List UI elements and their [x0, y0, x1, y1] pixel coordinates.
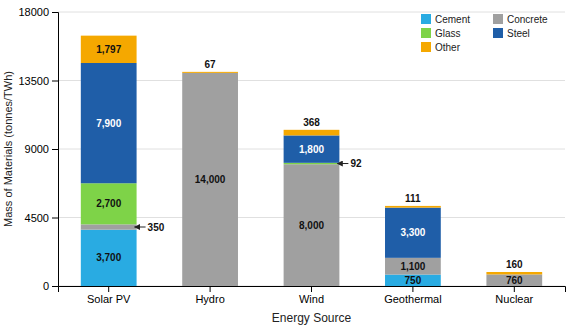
bar-segment	[81, 63, 137, 183]
y-axis-title: Mass of Materials (tonnes/TWh)	[2, 71, 14, 227]
tick: 4500	[25, 212, 58, 224]
tick-label: 0	[43, 280, 49, 292]
tick: Hydro	[195, 286, 224, 305]
grid-line	[58, 12, 565, 13]
tick-mark	[514, 286, 515, 292]
legend-item: Glass	[421, 28, 461, 39]
axis-line	[52, 13, 59, 287]
tick-mark	[108, 286, 109, 292]
legend-label: Steel	[507, 28, 530, 39]
tick: 18000	[18, 6, 58, 18]
data-label: 111	[405, 193, 421, 204]
bar-segment	[81, 36, 137, 63]
legend-item: Concrete	[493, 14, 548, 25]
data-label: 67	[205, 59, 217, 70]
bar-segment	[284, 135, 340, 162]
tick-label: 9000	[25, 143, 49, 155]
leader-line	[337, 163, 348, 164]
data-label: 3,300	[400, 227, 425, 238]
data-label: 350	[148, 222, 165, 233]
tick-label: Nuclear	[495, 293, 533, 305]
legend-label: Glass	[435, 28, 461, 39]
legend: Cement Concrete Glass Steel Other	[421, 14, 548, 53]
tick-mark	[210, 286, 211, 292]
leader-line	[135, 227, 146, 228]
data-label: 7,900	[96, 118, 121, 129]
tick: Geothermal	[384, 286, 441, 305]
axis-line	[59, 287, 566, 293]
legend-label: Cement	[435, 14, 470, 25]
legend-item: Steel	[493, 28, 530, 39]
tick: 13500	[18, 75, 58, 87]
tick-label: Wind	[299, 293, 324, 305]
bar-segment	[182, 72, 238, 73]
x-axis: Solar PV Hydro Wind Geothermal Nuclear	[59, 286, 566, 305]
data-label: 1,797	[96, 44, 121, 55]
tick: Nuclear	[495, 286, 533, 305]
tick: 9000	[25, 143, 58, 155]
data-label: 160	[506, 259, 523, 270]
bar-segment	[81, 230, 137, 286]
data-label: 1,800	[299, 144, 324, 155]
legend-swatch	[493, 14, 503, 24]
bar-segment	[284, 130, 340, 136]
data-label: 92	[350, 158, 362, 169]
legend-swatch	[421, 14, 431, 24]
data-label: 2,700	[96, 198, 121, 209]
tick-label: Geothermal	[384, 293, 441, 305]
legend-label: Concrete	[507, 14, 548, 25]
data-label: 760	[506, 275, 523, 286]
tick-label: 4500	[25, 212, 49, 224]
tick-mark	[52, 218, 58, 219]
tick-mark	[52, 81, 58, 82]
bar-segment	[182, 72, 238, 73]
tick-label: 18000	[18, 6, 49, 18]
bar-segment	[284, 163, 340, 164]
data-label: 750	[405, 275, 422, 286]
legend-item: Other	[421, 42, 461, 53]
data-label: 1,100	[400, 261, 425, 272]
data-label: 14,000	[195, 174, 226, 185]
legend-item: Cement	[421, 14, 470, 25]
bar-segment	[385, 258, 441, 275]
bar-segment	[385, 275, 441, 286]
bar-segment	[385, 208, 441, 258]
tick-label: Solar PV	[87, 293, 131, 305]
tick: Wind	[299, 286, 324, 305]
tick-mark	[52, 286, 58, 287]
tick-mark	[52, 149, 58, 150]
data-labels: 3,700 750 350 14,000 8,000 1,100 760 2,700 92 7,9…	[96, 44, 523, 286]
bar-segment	[385, 206, 441, 208]
bar-segment	[486, 274, 542, 286]
x-axis-title: Energy Source	[272, 311, 352, 325]
bar-segment	[81, 183, 137, 224]
tick: Solar PV	[87, 286, 131, 305]
tick: 0	[43, 280, 58, 292]
y-axis: 0 4500 9000 13500 18000	[18, 6, 58, 292]
bars	[81, 36, 542, 286]
chart: 0 4500 9000 13500 18000 Solar PV Hydro Wind Geot…	[0, 0, 577, 328]
data-label: 368	[303, 117, 320, 128]
legend-swatch	[421, 28, 431, 38]
legend-swatch	[421, 42, 431, 52]
legend-label: Other	[435, 42, 461, 53]
data-label: 8,000	[299, 220, 324, 231]
bar-segment	[81, 224, 137, 229]
bar-segment	[284, 164, 340, 286]
grid	[58, 12, 565, 286]
tick-mark	[52, 12, 58, 13]
tick-label: 13500	[18, 75, 49, 87]
legend-swatch	[493, 28, 503, 38]
data-label: 3,700	[96, 252, 121, 263]
bar-segment	[182, 72, 238, 73]
tick-label: Hydro	[195, 293, 224, 305]
tick-mark	[311, 286, 312, 292]
tick-mark	[412, 286, 413, 292]
plot: 0 4500 9000 13500 18000 Solar PV Hydro Wind Geot…	[2, 6, 566, 325]
bar-segment	[182, 73, 238, 286]
